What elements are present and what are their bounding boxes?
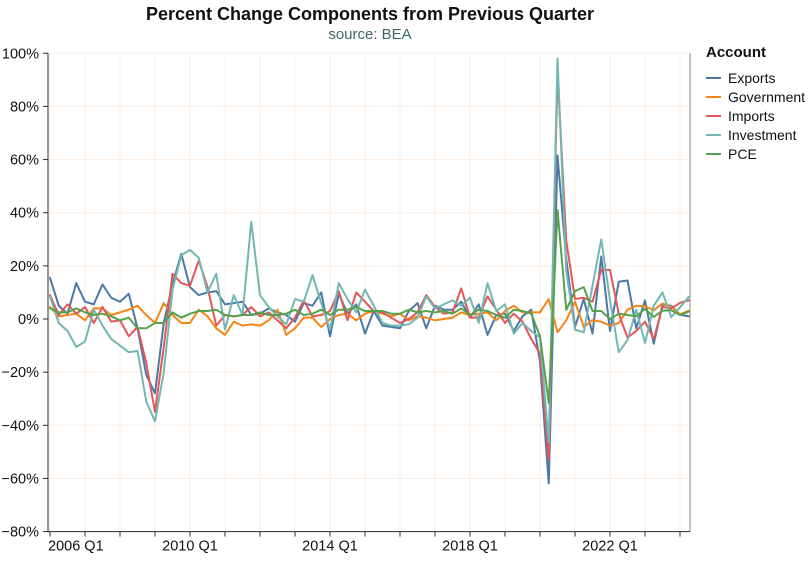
legend-swatch (706, 95, 721, 98)
series-line-government (49, 298, 690, 336)
axes (43, 52, 690, 537)
legend-item-label: Exports (728, 69, 776, 86)
legend-swatch (706, 114, 721, 117)
legend-swatch (706, 133, 721, 136)
legend-item-label: Investment (728, 126, 797, 143)
svg-text:2014 Q1: 2014 Q1 (302, 539, 358, 555)
series-line-pce (49, 209, 690, 404)
svg-text:0%: 0% (18, 312, 39, 328)
x-axis-labels: 2006 Q1 2010 Q1 2014 Q1 2018 Q1 2022 Q1 (48, 539, 638, 555)
chart-title: Percent Change Components from Previous … (145, 4, 595, 24)
legend-item-pce: PCE (706, 144, 805, 163)
legend-item-label: PCE (728, 145, 757, 162)
series-line-investment (49, 57, 690, 444)
svg-text:−60%: −60% (2, 471, 40, 487)
legend-item-label: Imports (728, 107, 775, 124)
legend-swatch (706, 76, 721, 79)
chart-subtitle: source: BEA (328, 26, 412, 43)
svg-text:2018 Q1: 2018 Q1 (442, 539, 498, 555)
svg-text:2010 Q1: 2010 Q1 (162, 539, 218, 555)
legend-item-exports: Exports (706, 68, 805, 87)
gridlines (48, 52, 690, 533)
legend-item-investment: Investment (706, 125, 805, 144)
svg-text:2006 Q1: 2006 Q1 (48, 539, 104, 555)
svg-text:2022 Q1: 2022 Q1 (582, 539, 638, 555)
legend-item-label: Government (728, 88, 806, 105)
svg-text:40%: 40% (10, 206, 39, 222)
svg-text:20%: 20% (10, 259, 39, 275)
svg-text:−80%: −80% (2, 525, 40, 541)
legend-item-imports: Imports (706, 106, 805, 125)
svg-text:−40%: −40% (2, 418, 40, 434)
svg-text:80%: 80% (10, 99, 39, 115)
svg-text:−20%: −20% (2, 365, 40, 381)
legend-items: Exports Government Imports Investment PCE (706, 68, 805, 163)
y-axis-labels: 100% 80% 60% 40% 20% 0% −20% −40% −60% −80% (2, 46, 40, 540)
legend-item-government: Government (706, 87, 805, 106)
series-line-exports (49, 154, 690, 485)
legend-title: Account (706, 44, 766, 61)
legend: Account Exports Government Imports Investme… (706, 44, 805, 163)
legend-swatch (706, 152, 721, 155)
svg-text:60%: 60% (10, 153, 39, 169)
svg-text:100%: 100% (2, 46, 39, 62)
series-line-imports (49, 70, 690, 461)
